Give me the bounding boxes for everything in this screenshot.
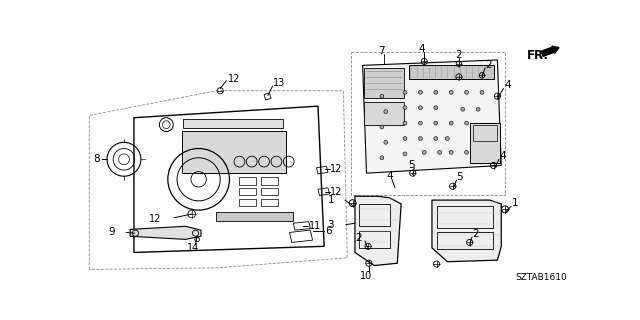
Polygon shape: [130, 226, 201, 239]
Text: 14: 14: [187, 243, 200, 253]
Text: 4: 4: [387, 171, 393, 181]
Circle shape: [384, 110, 388, 114]
Text: 4: 4: [500, 151, 506, 161]
Bar: [216, 212, 293, 221]
Circle shape: [419, 137, 422, 140]
Text: 13: 13: [273, 78, 285, 88]
Circle shape: [403, 90, 407, 94]
Text: 12: 12: [330, 164, 342, 174]
Bar: [261, 188, 278, 196]
Circle shape: [449, 121, 453, 125]
Bar: [239, 198, 257, 206]
Circle shape: [419, 106, 422, 110]
Bar: [470, 123, 500, 163]
Text: 12: 12: [149, 214, 162, 224]
Bar: [409, 65, 493, 79]
Circle shape: [465, 150, 468, 154]
Circle shape: [465, 121, 468, 125]
Circle shape: [434, 137, 438, 140]
Circle shape: [419, 90, 422, 94]
Circle shape: [403, 152, 407, 156]
Text: 6: 6: [325, 226, 332, 236]
Circle shape: [465, 90, 468, 94]
Circle shape: [480, 90, 484, 94]
Circle shape: [403, 121, 407, 125]
Bar: [364, 68, 404, 99]
Text: 5: 5: [408, 160, 415, 170]
Bar: [473, 125, 497, 141]
Polygon shape: [355, 196, 401, 266]
Bar: [351, 52, 505, 195]
Bar: [364, 101, 404, 124]
Circle shape: [384, 140, 388, 144]
Text: 1: 1: [328, 195, 334, 205]
Polygon shape: [363, 60, 501, 173]
Circle shape: [445, 137, 449, 140]
Text: 12: 12: [330, 187, 342, 196]
Circle shape: [403, 137, 407, 140]
Circle shape: [419, 121, 422, 125]
Bar: [239, 188, 257, 196]
Text: 4: 4: [419, 44, 425, 54]
Circle shape: [422, 150, 426, 154]
Bar: [437, 232, 493, 249]
Circle shape: [461, 107, 465, 111]
Text: SZTAB1610: SZTAB1610: [515, 273, 567, 282]
Text: 5: 5: [456, 172, 463, 182]
Text: 11: 11: [308, 220, 321, 230]
Bar: [182, 131, 285, 173]
Bar: [359, 204, 390, 226]
Text: 9: 9: [108, 228, 115, 237]
Circle shape: [380, 156, 384, 160]
Polygon shape: [432, 200, 501, 262]
Text: 4: 4: [504, 80, 511, 90]
Bar: [183, 119, 284, 128]
Bar: [437, 206, 493, 228]
Bar: [359, 231, 390, 248]
Circle shape: [476, 107, 480, 111]
Text: 7: 7: [379, 46, 385, 56]
Circle shape: [380, 125, 384, 129]
Circle shape: [380, 94, 384, 98]
Circle shape: [434, 121, 438, 125]
Circle shape: [449, 90, 453, 94]
Text: 2: 2: [355, 233, 362, 243]
Text: 3: 3: [328, 220, 334, 230]
Text: FR.: FR.: [527, 49, 548, 62]
Text: 2: 2: [485, 60, 492, 69]
Text: 2: 2: [472, 229, 479, 239]
Text: 2: 2: [456, 50, 462, 60]
FancyArrow shape: [541, 46, 559, 56]
Circle shape: [438, 150, 442, 154]
Circle shape: [403, 106, 407, 110]
Bar: [239, 177, 257, 185]
Text: 1: 1: [512, 198, 518, 208]
Circle shape: [434, 90, 438, 94]
Bar: [261, 177, 278, 185]
Bar: [261, 198, 278, 206]
Text: 12: 12: [228, 74, 240, 84]
Text: 8: 8: [93, 154, 100, 164]
Circle shape: [434, 106, 438, 110]
Text: 10: 10: [360, 271, 372, 281]
Circle shape: [449, 150, 453, 154]
